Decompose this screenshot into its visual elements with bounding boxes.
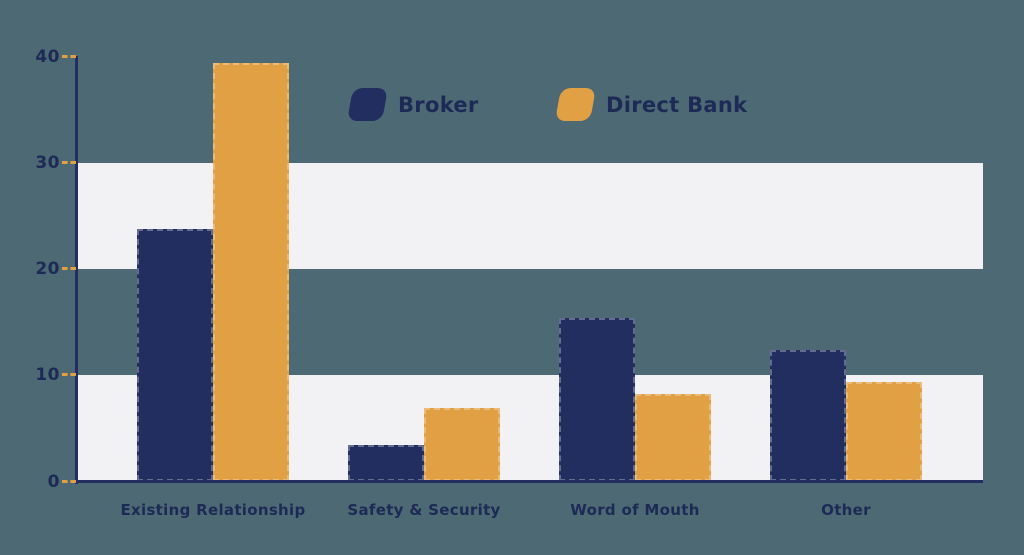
bar-direct-bank-safety-security [424, 408, 500, 482]
y-axis-line [75, 56, 78, 484]
bar-broker-other [770, 349, 846, 482]
legend-swatch-direct-bank-icon [555, 88, 596, 121]
x-axis-line [75, 480, 983, 483]
y-tick-label: 0 [47, 471, 60, 492]
bar-direct-bank-word-of-mouth [635, 394, 711, 482]
x-axis-label: Existing Relationship [120, 500, 306, 519]
bar-direct-bank-other [846, 381, 922, 482]
bar-broker-word-of-mouth [559, 318, 635, 482]
y-tick-label: 20 [35, 259, 60, 280]
bar-direct-bank-existing-relationship [213, 63, 289, 482]
legend-label-broker: Broker [398, 92, 479, 117]
bar-broker-existing-relationship [137, 228, 213, 482]
y-tick-label: 30 [35, 153, 60, 174]
legend-swatch-broker-icon [347, 88, 388, 121]
bar-broker-safety-security [348, 445, 424, 482]
y-tick-mark [62, 161, 76, 165]
legend-label-direct-bank: Direct Bank [606, 92, 748, 117]
x-axis-label: Word of Mouth [570, 500, 700, 519]
y-tick-label: 10 [35, 365, 60, 386]
legend-item-direct-bank: Direct Bank [555, 88, 748, 121]
y-tick-mark [62, 373, 76, 377]
y-tick-label: 40 [35, 47, 60, 67]
legend-item-broker: Broker [347, 88, 479, 121]
x-axis-label: Other [821, 500, 871, 519]
y-tick-mark [62, 267, 76, 271]
y-tick-mark [62, 479, 76, 483]
x-axis-label: Safety & Security [347, 500, 501, 519]
y-tick-mark [62, 55, 76, 58]
